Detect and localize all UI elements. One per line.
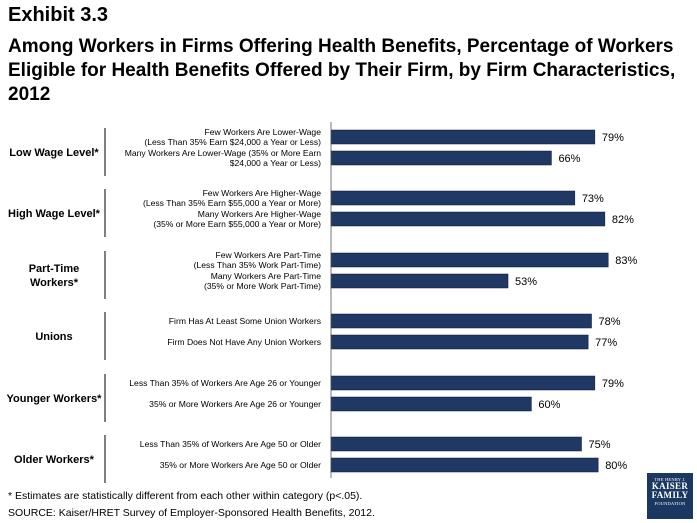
- category-label: Few Workers Are Part-Time (Less Than 35% …: [194, 250, 322, 270]
- bar: [330, 190, 576, 206]
- bar: [330, 313, 592, 329]
- bar: [330, 396, 532, 412]
- group-label: Unions: [35, 331, 72, 343]
- category-label: Many Workers Are Part-Time (35% or More W…: [204, 271, 321, 291]
- category-label: Firm Does Not Have Any Union Workers: [167, 337, 321, 347]
- exhibit-label: Exhibit 3.3: [8, 4, 109, 26]
- bar: [330, 211, 606, 227]
- bar-value-label: 73%: [582, 193, 604, 205]
- bar: [330, 457, 599, 473]
- source-note: SOURCE: Kaiser/HRET Survey of Employer-S…: [8, 507, 375, 519]
- category-label: 35% or More Workers Are Age 26 or Younge…: [149, 399, 321, 409]
- bar-value-label: 79%: [602, 132, 624, 144]
- group-label: Younger Workers*: [7, 393, 103, 405]
- chart-title: Among Workers in Firms Offering Health B…: [8, 36, 676, 105]
- bar-value-label: 83%: [615, 255, 637, 267]
- bar-value-label: 75%: [589, 439, 611, 451]
- bar: [330, 252, 609, 268]
- group-label: Low Wage Level*: [9, 147, 99, 159]
- category-label: Firm Has At Least Some Union Workers: [169, 316, 321, 326]
- bar-value-label: 80%: [605, 460, 627, 472]
- logo-top-text: THE HENRY J.: [654, 477, 686, 482]
- bar: [330, 129, 596, 145]
- logo-line2: FAMILY: [651, 490, 689, 500]
- bar: [330, 436, 582, 452]
- group-label: Older Workers*: [14, 454, 95, 466]
- bar: [330, 273, 509, 289]
- category-label: 35% or More Workers Are Age 50 or Older: [160, 460, 321, 470]
- category-label: Many Workers Are Lower-Wage (35% or More…: [125, 148, 322, 168]
- category-label: Few Workers Are Higher-Wage (Less Than 35…: [143, 188, 321, 208]
- bar-value-label: 82%: [612, 214, 634, 226]
- category-label: Less Than 35% of Workers Are Age 26 or Y…: [129, 378, 321, 388]
- bar-value-label: 66%: [558, 153, 580, 165]
- category-label: Few Workers Are Lower-Wage (Less Than 35%…: [144, 127, 321, 147]
- bar-value-label: 79%: [602, 378, 624, 390]
- bar-value-label: 60%: [538, 399, 560, 411]
- logo-line1: KAISER: [651, 481, 689, 491]
- bar-value-label: 77%: [595, 337, 617, 349]
- bar: [330, 334, 589, 350]
- bar: [330, 375, 596, 391]
- footnote: * Estimates are statistically different …: [8, 490, 363, 502]
- logo-bottom-text: FOUNDATION: [654, 501, 686, 506]
- category-label: Many Workers Are Higher-Wage (35% or More…: [153, 209, 321, 229]
- bar-value-label: 53%: [515, 276, 537, 288]
- category-label: Less Than 35% of Workers Are Age 50 or O…: [140, 439, 321, 449]
- group-label: High Wage Level*: [8, 208, 101, 220]
- bar: [330, 150, 552, 166]
- bar-value-label: 78%: [599, 316, 621, 328]
- group-label: Part-Time Workers*: [29, 263, 80, 289]
- kaiser-logo: THE HENRY J. KAISER FAMILY FOUNDATION: [647, 473, 693, 519]
